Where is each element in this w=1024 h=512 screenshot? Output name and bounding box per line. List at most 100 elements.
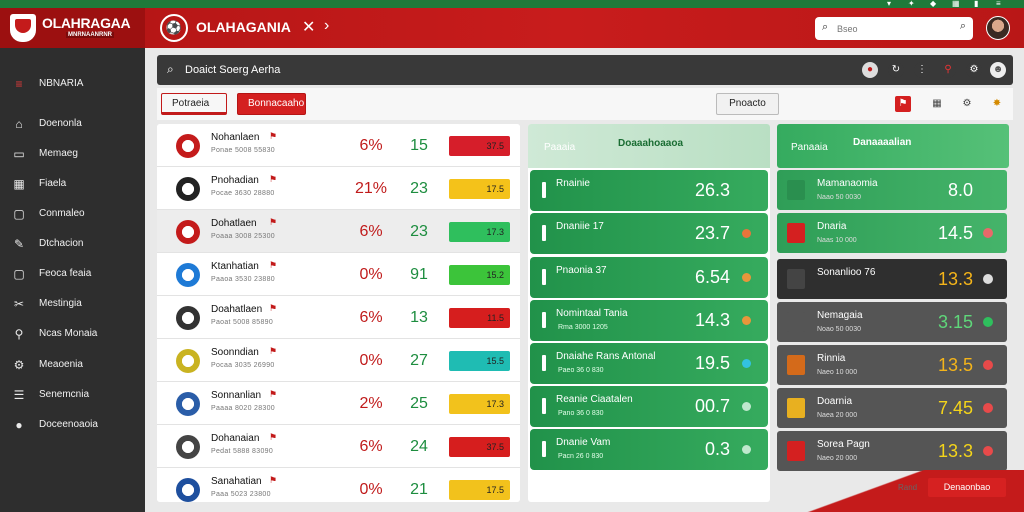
stat-card[interactable]: Dnanie Vam Pacn 26 0 830 0.3 — [530, 429, 768, 470]
sidebar-item-label: Senemcnia — [39, 389, 90, 400]
wrench-icon: ✎ — [13, 237, 25, 251]
monitor-icon: ▭ — [13, 147, 25, 161]
search-input[interactable] — [837, 21, 947, 36]
globe-icon[interactable]: ● — [862, 62, 878, 78]
table-row[interactable]: Dohatlaen ⚑ Poaaa 3008 25300 6% 23 17.3 — [157, 210, 520, 253]
close-icon[interactable]: ✕ — [302, 19, 316, 36]
odds-header-right: Danaaaalian — [853, 137, 912, 148]
odds-card[interactable]: Nemagaia Noao 50 0030 3.15 — [777, 302, 1007, 342]
chevron-right-icon[interactable]: › — [324, 17, 330, 34]
sidebar-item-0[interactable]: ≡ NBNARIA — [0, 71, 145, 97]
avatar[interactable] — [986, 16, 1010, 40]
user-icon[interactable]: ☻ — [990, 62, 1006, 78]
grid-icon: ▦ — [13, 177, 25, 191]
odds-panel-header: Panaaia Danaaaalian — [777, 124, 1009, 168]
pin-icon[interactable]: ⚲ — [940, 62, 956, 78]
stat-card[interactable]: Reanie Ciaatalen Pano 36 0 830 00.7 — [530, 386, 768, 427]
sidebar-item-10[interactable]: ☰ Senemcnia — [0, 382, 145, 408]
status-dot-icon — [742, 402, 751, 411]
status-dot-icon — [983, 403, 993, 413]
stat-value: 14.3 — [694, 310, 730, 330]
team-icon — [787, 269, 805, 289]
footer-action-button[interactable]: Denaonbao — [928, 478, 1006, 497]
odds-card[interactable]: Mamanaomia Naao 50 0030 8.0 — [777, 170, 1007, 210]
home-icon: ⌂ — [15, 117, 23, 131]
team-crest-icon — [176, 220, 200, 244]
shield-logo-icon — [10, 14, 36, 42]
sidebar-item-11[interactable]: ● Doceenoaoia — [0, 412, 145, 438]
stat-card[interactable]: Dnaiahe Rans Antonal Paeo 36 0 830 19.5 — [530, 343, 768, 384]
odds-badge[interactable]: 15.5 — [449, 351, 510, 371]
stat-card[interactable]: Dnaniie 17 23.7 — [530, 213, 768, 254]
refresh-icon[interactable]: ↻ — [888, 62, 904, 78]
table-row[interactable]: Doahatlaen ⚑ Paoat 5008 85890 6% 13 11.5 — [157, 296, 520, 339]
odds-badge[interactable]: 37.5 — [449, 437, 510, 457]
filter-icon[interactable]: ⚙ — [962, 98, 972, 109]
team-meta: Ponae 5008 55830 — [211, 147, 275, 154]
stat-card[interactable]: Pnaonia 37 6.54 — [530, 257, 768, 298]
sidebar-item-1[interactable]: ⌂ Doenonla — [0, 111, 145, 137]
star-icon[interactable]: ✸ — [992, 98, 1002, 109]
footer-link[interactable]: Rand — [898, 483, 918, 492]
tab-potraeia[interactable]: Potraeia — [161, 93, 227, 115]
odds-card[interactable]: Rinnia Naeo 10 000 13.5 — [777, 345, 1007, 385]
table-row[interactable]: Ktanhatian ⚑ Paaoa 3530 23880 0% 91 15.2 — [157, 253, 520, 296]
odds-badge[interactable]: 17.3 — [449, 222, 510, 242]
odds-badge[interactable]: 15.2 — [449, 265, 510, 285]
gear-icon[interactable]: ⚙ — [966, 62, 982, 78]
percentage: 6% — [359, 223, 383, 240]
search-icon[interactable]: ⌕ — [167, 62, 174, 76]
team-icon — [787, 441, 805, 461]
odds-value: 8.0 — [947, 180, 973, 200]
stat-card[interactable]: Rnainie 26.3 — [530, 170, 768, 211]
odds-card[interactable]: Dnaria Naas 10 000 14.5 — [777, 213, 1007, 253]
stat-value: 26.3 — [694, 180, 730, 200]
odds-badge[interactable]: 11.5 — [449, 308, 510, 328]
tab-bonnacaaho[interactable]: Bonnacaaho — [237, 93, 306, 115]
odds-card[interactable]: Doarnia Naea 20 000 7.45 — [777, 388, 1007, 428]
odds-badge[interactable]: 17.5 — [449, 179, 510, 199]
search-submit-icon[interactable]: ⌕ — [959, 20, 966, 32]
status-dot-icon — [983, 274, 993, 284]
sidebar-item-7[interactable]: ✂ Mestingia — [0, 291, 145, 317]
table-row[interactable]: Nohanlaen ⚑ Ponae 5008 55830 6% 15 37.5 — [157, 124, 520, 167]
sidebar-item-4[interactable]: ▢ Conmaleo — [0, 201, 145, 227]
sidebar-item-3[interactable]: ▦ Fiaela — [0, 171, 145, 197]
search-box[interactable]: ⌕ ⌕ — [815, 17, 973, 40]
app-title: OLAHAGANIA — [196, 19, 291, 35]
count: 91 — [410, 266, 428, 283]
flag-icon: ⚑ — [269, 346, 278, 356]
table-row[interactable]: Sanahatian ⚑ Paaa 5023 23800 0% 21 17.5 — [157, 468, 520, 502]
logo[interactable]: OLAHRAGAA MNRNAANRNR — [0, 8, 145, 48]
status-dot-icon — [742, 229, 751, 238]
flag-icon[interactable]: ⚑ — [895, 96, 911, 112]
odds-badge[interactable]: 17.5 — [449, 480, 510, 500]
sidebar-item-6[interactable]: ▢ Feoca feaia — [0, 261, 145, 287]
odds-badge[interactable]: 37.5 — [449, 136, 510, 156]
odds-badge[interactable]: 17.3 — [449, 394, 510, 414]
team-icon — [787, 312, 805, 332]
sidebar-item-9[interactable]: ⚙ Meaoenia — [0, 352, 145, 378]
odds-card[interactable]: Sonanlioo 76 13.3 — [777, 259, 1007, 299]
brand-mark-icon[interactable]: ⚽ — [160, 14, 188, 42]
calendar-icon[interactable]: ▦ — [932, 98, 942, 109]
status-dot-icon — [983, 360, 993, 370]
odds-card[interactable]: Sorea Pagn Naeo 20 000 13.3 — [777, 431, 1007, 471]
sidebar-item-5[interactable]: ✎ Dtchacion — [0, 231, 145, 257]
odds-header-left: Panaaia — [791, 142, 828, 153]
sidebar-item-2[interactable]: ▭ Memaeg — [0, 141, 145, 167]
stat-value: 0.3 — [704, 439, 730, 459]
table-row[interactable]: Dohanaian ⚑ Pedat 5888 83090 6% 24 37.5 — [157, 425, 520, 468]
list-icon[interactable]: ⋮ — [914, 62, 930, 78]
team-name: Sonnanlian — [211, 390, 262, 401]
gear-icon: ⚙ — [13, 358, 25, 372]
stat-card[interactable]: Nomintaal Tania Rma 3000 1205 14.3 — [530, 300, 768, 341]
pnoacto-button[interactable]: Pnoacto — [716, 93, 779, 115]
table-row[interactable]: Sonnanlian ⚑ Paaaa 8020 28300 2% 25 17.3 — [157, 382, 520, 425]
table-row[interactable]: Pnohadian ⚑ Pocae 3630 28880 21% 23 17.5 — [157, 167, 520, 210]
stat-value: 6.54 — [694, 267, 730, 287]
sidebar-item-8[interactable]: ⚲ Ncas Monaia — [0, 321, 145, 347]
marker-icon — [542, 312, 546, 328]
table-row[interactable]: Soonndian ⚑ Pocaa 3035 26990 0% 27 15.5 — [157, 339, 520, 382]
flag-icon: ⚑ — [269, 174, 278, 184]
